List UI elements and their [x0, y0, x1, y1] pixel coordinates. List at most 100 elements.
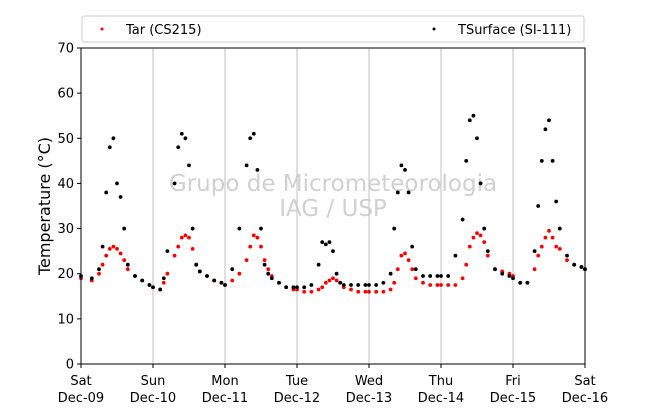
data-point [309, 289, 314, 294]
data-point [421, 280, 425, 285]
data-point [327, 240, 332, 245]
data-point [187, 235, 191, 240]
data-point [97, 271, 101, 276]
data-point [266, 271, 271, 276]
y-tick-label: 40 [57, 177, 74, 192]
data-point [197, 269, 202, 274]
x-tick-label-day: Wed [355, 374, 383, 389]
data-point [464, 262, 469, 267]
data-point [388, 271, 393, 276]
x-tick-label-day: Fri [505, 374, 521, 389]
legend-box [81, 15, 585, 43]
data-point [176, 244, 181, 249]
data-point [125, 267, 130, 272]
y-axis-label: Temperature (°C) [35, 137, 54, 276]
series-tsurface [79, 113, 587, 292]
data-point [367, 289, 371, 294]
data-point [147, 283, 152, 287]
data-point [165, 249, 170, 254]
data-point [536, 253, 541, 258]
data-point [323, 280, 328, 285]
y-tick-label: 50 [57, 132, 74, 147]
data-point [140, 278, 145, 283]
data-point [269, 276, 274, 281]
data-point [388, 287, 393, 292]
data-point [554, 244, 559, 249]
watermark-line-1: Grupo de Micrometeorologia [169, 171, 497, 197]
data-point [320, 240, 325, 245]
data-point [302, 289, 307, 294]
legend-marker-tsurface [432, 27, 436, 31]
data-point [572, 262, 577, 267]
data-point [467, 244, 472, 249]
data-point [349, 283, 353, 287]
data-point [532, 249, 537, 254]
data-point [161, 280, 166, 285]
data-point [89, 276, 94, 281]
data-point [212, 278, 217, 283]
data-point [341, 283, 346, 287]
data-point [100, 262, 105, 267]
data-series [79, 113, 587, 294]
grid-lines [152, 48, 514, 364]
data-point [518, 280, 523, 285]
data-point [183, 233, 188, 238]
data-point [493, 267, 497, 272]
x-tick-label-date: Dec-11 [202, 391, 248, 406]
data-point [338, 280, 343, 285]
x-tick-label-date: Dec-12 [274, 391, 320, 406]
data-point [579, 265, 584, 269]
data-point [410, 244, 415, 249]
data-point [543, 127, 548, 132]
data-point [255, 167, 260, 172]
data-point [277, 280, 281, 285]
data-point [284, 285, 289, 290]
data-point [482, 240, 487, 245]
x-tick-label-day: Tue [285, 374, 308, 389]
x-tick-label-date: Dec-16 [562, 391, 608, 406]
data-point [413, 276, 418, 281]
data-point [421, 274, 425, 278]
legend-label-tar: Tar (CS215) [125, 23, 202, 38]
data-point [331, 276, 335, 281]
data-point [187, 163, 191, 168]
data-point [172, 253, 177, 258]
data-point [331, 249, 335, 254]
data-point [115, 181, 119, 186]
data-point [403, 167, 407, 172]
x-tick-label-date: Dec-09 [58, 391, 104, 406]
data-point [295, 285, 299, 290]
x-tick-label-day: Sat [574, 374, 595, 389]
legend: Tar (CS215) TSurface (SI-111) [81, 15, 585, 43]
data-point [100, 244, 105, 249]
data-point [446, 283, 451, 287]
data-point [471, 113, 476, 118]
data-point [349, 287, 353, 292]
data-point [392, 226, 397, 231]
y-tick-label: 30 [57, 222, 74, 237]
x-axis-ticks: Sat Dec-09 Sun Dec-10 Mon Dec-11 Tue Dec-12 Wed D… [58, 364, 608, 406]
y-tick-label: 0 [66, 358, 74, 373]
data-point [464, 158, 469, 163]
data-point [403, 251, 407, 256]
x-tick-label-day: Thu [428, 374, 453, 389]
data-point [190, 246, 195, 251]
x-tick-label-date: Dec-15 [490, 391, 536, 406]
y-tick-label: 20 [57, 267, 74, 282]
data-point [439, 283, 443, 287]
data-point [399, 163, 404, 168]
data-point [356, 289, 361, 294]
data-point [356, 283, 361, 287]
data-point [381, 280, 386, 285]
x-tick-label-date: Dec-10 [130, 391, 176, 406]
y-axis-ticks: 0 10 20 30 40 50 60 70 [57, 42, 81, 373]
data-point [165, 271, 170, 276]
data-point [323, 242, 328, 247]
data-point [395, 190, 400, 195]
data-point [557, 246, 562, 251]
data-point [158, 287, 163, 292]
plot-frame [80, 47, 586, 365]
data-point [219, 280, 224, 285]
data-point [453, 283, 458, 287]
